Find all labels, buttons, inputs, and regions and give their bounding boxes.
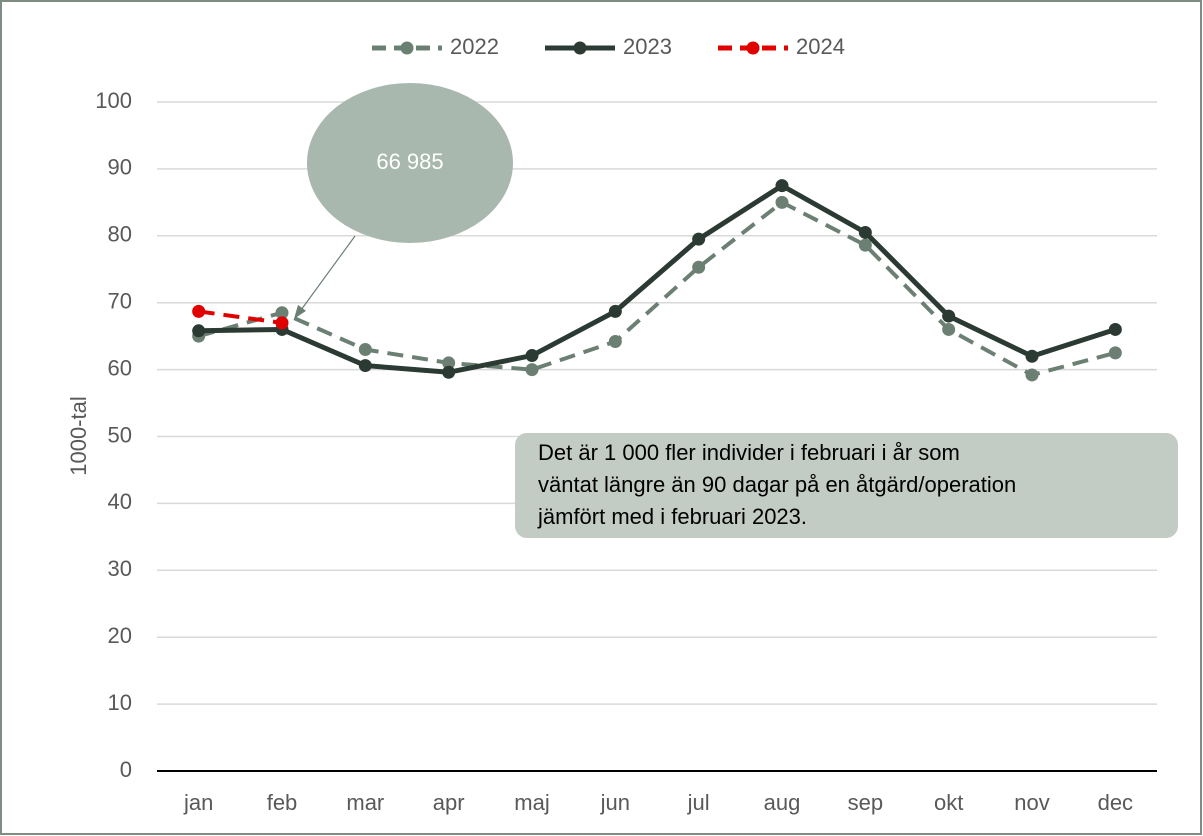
data-point xyxy=(775,195,789,209)
legend-marker xyxy=(573,41,587,55)
callout-arrowhead xyxy=(294,304,306,319)
data-point xyxy=(525,363,539,377)
data-point xyxy=(1025,368,1039,382)
y-tick-label: 50 xyxy=(108,422,132,447)
data-point xyxy=(192,304,206,318)
y-tick-label: 90 xyxy=(108,155,132,180)
data-point xyxy=(942,309,956,323)
data-point xyxy=(858,238,872,252)
x-tick-label: jan xyxy=(183,790,213,815)
legend-label: 2024 xyxy=(796,34,845,59)
data-point xyxy=(608,304,622,318)
annotation-text: väntat längre än 90 dagar på en åtgärd/o… xyxy=(538,472,1016,497)
data-point xyxy=(775,179,789,193)
y-tick-label: 0 xyxy=(120,757,132,782)
data-point xyxy=(1108,322,1122,336)
y-tick-label: 30 xyxy=(108,556,132,581)
x-tick-label: apr xyxy=(433,790,465,815)
y-tick-label: 40 xyxy=(108,489,132,514)
legend-marker xyxy=(400,41,414,55)
x-tick-label: maj xyxy=(514,790,549,815)
data-point xyxy=(275,306,289,320)
y-tick-label: 80 xyxy=(108,222,132,247)
annotation-text: jämfört med i februari 2023. xyxy=(537,504,807,529)
legend-marker xyxy=(746,41,760,55)
annotation-text: Det är 1 000 fler individer i februari i… xyxy=(538,440,960,465)
series-line xyxy=(198,182,1117,375)
y-axis-label: 1000-tal xyxy=(66,396,91,476)
series-line xyxy=(198,309,283,325)
data-point xyxy=(1108,346,1122,360)
y-tick-label: 60 xyxy=(108,355,132,380)
data-point xyxy=(692,260,706,274)
y-tick-label: 70 xyxy=(108,289,132,314)
y-tick-label: 20 xyxy=(108,623,132,648)
x-tick-label: nov xyxy=(1014,790,1049,815)
data-point xyxy=(442,365,456,379)
callout-arrow xyxy=(295,235,356,318)
x-tick-label: feb xyxy=(267,790,298,815)
data-point xyxy=(442,356,456,370)
callout-bubble xyxy=(307,83,513,243)
x-tick-label: jun xyxy=(600,790,630,815)
data-label: 66 985 xyxy=(376,149,443,174)
x-tick-label: aug xyxy=(764,790,801,815)
legend-label: 2023 xyxy=(623,34,672,59)
y-tick-label: 100 xyxy=(95,88,132,113)
data-point xyxy=(358,359,372,373)
x-tick-label: mar xyxy=(346,790,384,815)
x-tick-label: jul xyxy=(687,790,710,815)
series-line xyxy=(198,199,1116,378)
data-point xyxy=(692,232,706,246)
data-point xyxy=(275,316,289,330)
y-tick-label: 10 xyxy=(108,690,132,715)
x-tick-label: dec xyxy=(1098,790,1133,815)
data-point xyxy=(192,324,206,338)
data-point xyxy=(858,225,872,239)
data-point xyxy=(1025,349,1039,363)
legend-label: 2022 xyxy=(450,34,499,59)
annotation-box xyxy=(515,433,1178,538)
data-point xyxy=(525,349,539,363)
data-point xyxy=(942,322,956,336)
x-tick-label: okt xyxy=(934,790,963,815)
data-point xyxy=(608,335,622,349)
x-tick-label: sep xyxy=(848,790,883,815)
data-point xyxy=(358,343,372,357)
